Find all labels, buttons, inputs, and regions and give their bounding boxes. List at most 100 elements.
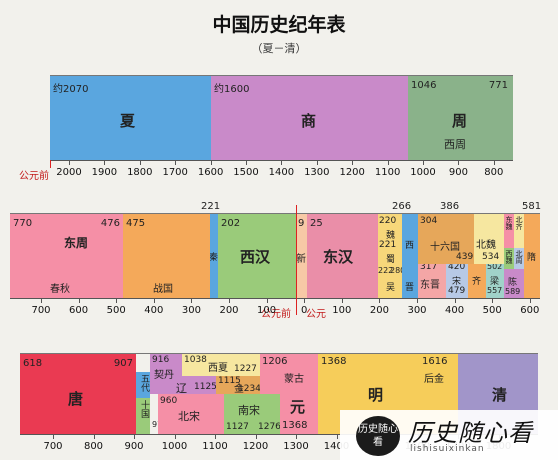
era-xihan[interactable]: 202 西汉 bbox=[218, 214, 296, 298]
era-beizhou[interactable]: 北周 bbox=[514, 247, 524, 269]
era-qi[interactable]: 齐 bbox=[468, 264, 486, 298]
era-jin[interactable]: 1115 金 1234 bbox=[216, 376, 260, 394]
row3-tick bbox=[93, 434, 95, 439]
row1-tick bbox=[104, 160, 106, 165]
dongzhou-name: 东周 bbox=[64, 236, 89, 250]
zhanguo-name: 战国 bbox=[153, 284, 173, 295]
row2-tick bbox=[304, 298, 306, 303]
row1-tick-label: 800 bbox=[484, 167, 504, 178]
liang-end-year: 557 bbox=[487, 286, 503, 296]
tang-name: 唐 bbox=[68, 390, 84, 408]
row3-axis bbox=[20, 434, 538, 435]
row1-tick bbox=[210, 160, 212, 165]
dongjin-name: 东晋 bbox=[420, 280, 440, 292]
row2-tick-label: 400 bbox=[144, 305, 164, 316]
row1-tick bbox=[493, 160, 495, 165]
shiguo-name: 十国 bbox=[139, 400, 149, 418]
row3-tick-label: 1100 bbox=[202, 441, 228, 452]
era-beiwei[interactable]: 北魏 534 bbox=[474, 214, 504, 265]
era-liang[interactable]: 502 梁 557 bbox=[486, 264, 504, 298]
row1-tick bbox=[423, 160, 424, 165]
qin-name: 秦 bbox=[210, 253, 218, 263]
era-xiwei[interactable]: 西魏 bbox=[504, 247, 514, 269]
row2-tick bbox=[266, 298, 268, 303]
row2-tick-label: 300 bbox=[181, 305, 201, 316]
era-sanguo[interactable]: 220 魏 221 蜀 222 280 吴 bbox=[378, 214, 402, 298]
xin-start-year: 9 bbox=[298, 218, 305, 229]
row2-tick bbox=[379, 298, 381, 303]
row2-tick bbox=[454, 298, 456, 303]
row1-tick bbox=[139, 160, 141, 165]
ming-start-year: 1368 bbox=[321, 356, 347, 367]
era-wudai[interactable]: 五代 bbox=[136, 371, 150, 398]
page-title: 中国历史纪年表 bbox=[212, 14, 346, 36]
row2-tick bbox=[78, 298, 80, 303]
row1-tick-label: 1000 bbox=[410, 167, 436, 178]
liang-name: 梁 bbox=[490, 277, 500, 288]
chen-end-year: 589 bbox=[505, 286, 521, 296]
row2-divider bbox=[296, 205, 297, 315]
era-xixia[interactable]: 1038 西夏 1227 bbox=[182, 354, 260, 377]
era-sui[interactable]: 隋 bbox=[524, 214, 540, 298]
row3-tick bbox=[296, 434, 297, 439]
dongzhou-end-year: 476 bbox=[100, 218, 120, 229]
era-dongwei[interactable]: 东魏 bbox=[504, 214, 514, 248]
era-qin[interactable]: 秦 bbox=[210, 214, 218, 298]
era-zhou[interactable]: 1046 771 周 西周 bbox=[408, 76, 513, 160]
shiliuguo-end-year: 439 bbox=[456, 252, 474, 262]
qi-name: 齐 bbox=[472, 277, 482, 288]
beiqi-name: 北齐 bbox=[515, 216, 523, 230]
row2-tick-label: 0 bbox=[301, 305, 308, 316]
row3-tick bbox=[215, 434, 216, 439]
era-shiguo[interactable]: 十国 bbox=[136, 398, 150, 434]
row2-axis-right: 公元 bbox=[306, 309, 326, 320]
zhou-start-year: 1046 bbox=[411, 80, 437, 91]
row3-tick-label: 1300 bbox=[283, 441, 309, 452]
era-nansong-dynasty[interactable]: 420 宋 479 bbox=[446, 264, 468, 298]
xin-name: 新 bbox=[296, 254, 306, 265]
row1-tick-label: 1700 bbox=[162, 167, 188, 178]
era-xin[interactable]: 9 新 bbox=[296, 214, 307, 298]
row2-tick-label: 200 bbox=[369, 305, 389, 316]
beiwei-name: 北魏 bbox=[476, 240, 496, 251]
era-dongzhou[interactable]: 770 476 东周 春秋 bbox=[10, 214, 123, 298]
shang-start-year: 约1600 bbox=[214, 84, 250, 95]
row1-tick-label: 1100 bbox=[374, 167, 401, 178]
ming-name: 明 bbox=[368, 386, 384, 404]
watermark-text: 历史随心看 bbox=[408, 419, 533, 447]
xijin-name: 西 bbox=[405, 241, 415, 251]
dongzhou-start-year: 770 bbox=[13, 218, 33, 229]
era-beiqi[interactable]: 北齐 bbox=[514, 214, 524, 248]
era-xia[interactable]: 约2070 夏 bbox=[50, 76, 211, 160]
era-shang[interactable]: 约1600 商 bbox=[211, 76, 408, 160]
row1-tick-label: 1300 bbox=[304, 167, 330, 178]
sanguo-220: 220 bbox=[379, 216, 397, 226]
era-chen[interactable]: 陈 589 bbox=[504, 268, 524, 298]
row-dongzhou-sui: 770 476 东周 春秋 475 战国 秦 221 202 西汉 9 新 25… bbox=[10, 201, 541, 299]
donghan-start-year: 25 bbox=[310, 218, 323, 229]
wei-name: 魏 bbox=[386, 231, 396, 241]
era-shiliuguo[interactable]: 304 十六国 439 bbox=[418, 214, 474, 265]
xia-name: 夏 bbox=[120, 112, 136, 130]
row1-tick-label: 1600 bbox=[197, 167, 224, 178]
zhou-end-year: 771 bbox=[488, 80, 508, 91]
era-yuan[interactable]: 元 1368 bbox=[280, 394, 318, 434]
row1-tick bbox=[352, 160, 354, 165]
liao-end-year: 1125 bbox=[194, 382, 216, 392]
era-zhanguo[interactable]: 475 战国 bbox=[123, 214, 210, 298]
era-xijin[interactable]: 西 晋 bbox=[402, 214, 418, 298]
row1-tick bbox=[175, 160, 177, 165]
qidan-name: 契丹 bbox=[154, 370, 174, 381]
era-nansong[interactable]: 南宋 1127 1276 bbox=[224, 394, 280, 434]
row1-tick bbox=[387, 160, 389, 165]
era-beisong[interactable]: 960 北宋 bbox=[158, 394, 224, 434]
era-donghan[interactable]: 25 东汉 bbox=[307, 214, 378, 298]
nansong-end-year: 1276 bbox=[258, 422, 280, 432]
era-tang[interactable]: 618 907 唐 bbox=[20, 354, 136, 434]
era-menggu-yuan[interactable]: 1206 蒙古 bbox=[260, 354, 318, 394]
row3-tick bbox=[134, 434, 135, 439]
row1-tick-label: 2000 bbox=[56, 167, 82, 178]
row3-tick-label: 1000 bbox=[161, 441, 188, 452]
xia-start-year: 约2070 bbox=[53, 84, 89, 95]
era-dongjin[interactable]: 317 东晋 bbox=[418, 264, 446, 298]
